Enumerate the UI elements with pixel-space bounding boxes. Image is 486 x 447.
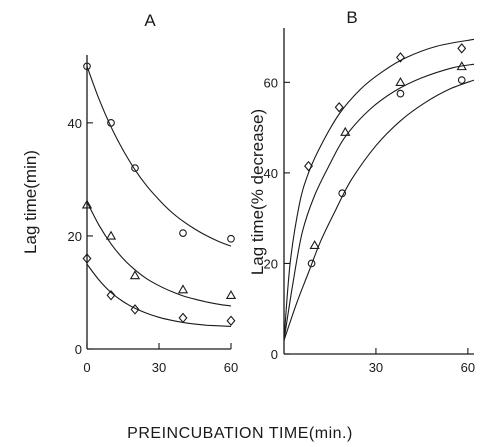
diamond-marker bbox=[82, 253, 92, 264]
triangle-marker bbox=[177, 284, 189, 294]
x-tick-label: 60 bbox=[461, 360, 475, 375]
y-tick-label: 20 bbox=[68, 229, 82, 244]
triangle-marker bbox=[129, 270, 141, 280]
y-tick-label: 60 bbox=[264, 75, 278, 90]
diamond-marker bbox=[130, 304, 140, 315]
fit-curve-diamond bbox=[283, 38, 475, 341]
diamond-marker bbox=[395, 52, 405, 63]
circle-marker bbox=[396, 89, 405, 98]
panel-b-chart: B 0 20 40 60 30 60 Lag time(% decrease) bbox=[248, 8, 475, 375]
triangle-marker bbox=[340, 126, 351, 136]
x-tick-label: 60 bbox=[224, 360, 238, 375]
fit-curve-circle bbox=[283, 79, 475, 341]
diamond-marker bbox=[304, 160, 313, 172]
x-axis-title: PREINCUBATION TIME(min.) bbox=[127, 425, 353, 442]
fit-curve-circle bbox=[86, 66, 232, 247]
fit-curve-diamond bbox=[86, 263, 232, 327]
diamond-marker bbox=[334, 101, 344, 113]
triangle-marker bbox=[81, 199, 93, 209]
x-tick-label: 30 bbox=[369, 360, 383, 375]
circle-marker bbox=[457, 76, 466, 84]
circle-marker bbox=[83, 62, 91, 71]
panel-a-chart: A 0 20 40 0 30 60 Lag time(min) bbox=[21, 11, 238, 375]
panel-letter: A bbox=[144, 11, 156, 30]
panel-letter: B bbox=[346, 8, 357, 27]
x-tick-label: 30 bbox=[152, 360, 166, 375]
y-tick-label: 20 bbox=[264, 256, 278, 271]
diamond-marker bbox=[106, 290, 116, 301]
y-tick-label: 40 bbox=[68, 116, 82, 131]
circle-marker bbox=[307, 259, 316, 268]
triangle-marker bbox=[105, 230, 117, 240]
diamond-marker bbox=[226, 315, 236, 326]
y-axis-title: Lag time(min) bbox=[21, 150, 40, 254]
circle-marker bbox=[107, 118, 115, 127]
circle-marker bbox=[338, 189, 347, 198]
triangle-marker bbox=[395, 77, 406, 87]
fit-curve-triangle bbox=[86, 201, 232, 307]
circle-marker bbox=[131, 164, 139, 172]
triangle-marker bbox=[225, 289, 237, 299]
circle-marker bbox=[227, 234, 235, 243]
fit-curve-triangle bbox=[283, 63, 475, 341]
y-tick-label: 40 bbox=[264, 166, 278, 181]
y-tick-label: 0 bbox=[75, 342, 82, 357]
diamond-marker bbox=[457, 43, 467, 54]
triangle-marker bbox=[309, 240, 320, 250]
x-tick-label: 0 bbox=[83, 360, 90, 375]
y-tick-label: 0 bbox=[271, 347, 278, 362]
circle-marker bbox=[179, 229, 187, 237]
y-axis-title: Lag time(% decrease) bbox=[248, 109, 267, 275]
triangle-marker bbox=[456, 61, 467, 71]
diamond-marker bbox=[178, 312, 188, 324]
